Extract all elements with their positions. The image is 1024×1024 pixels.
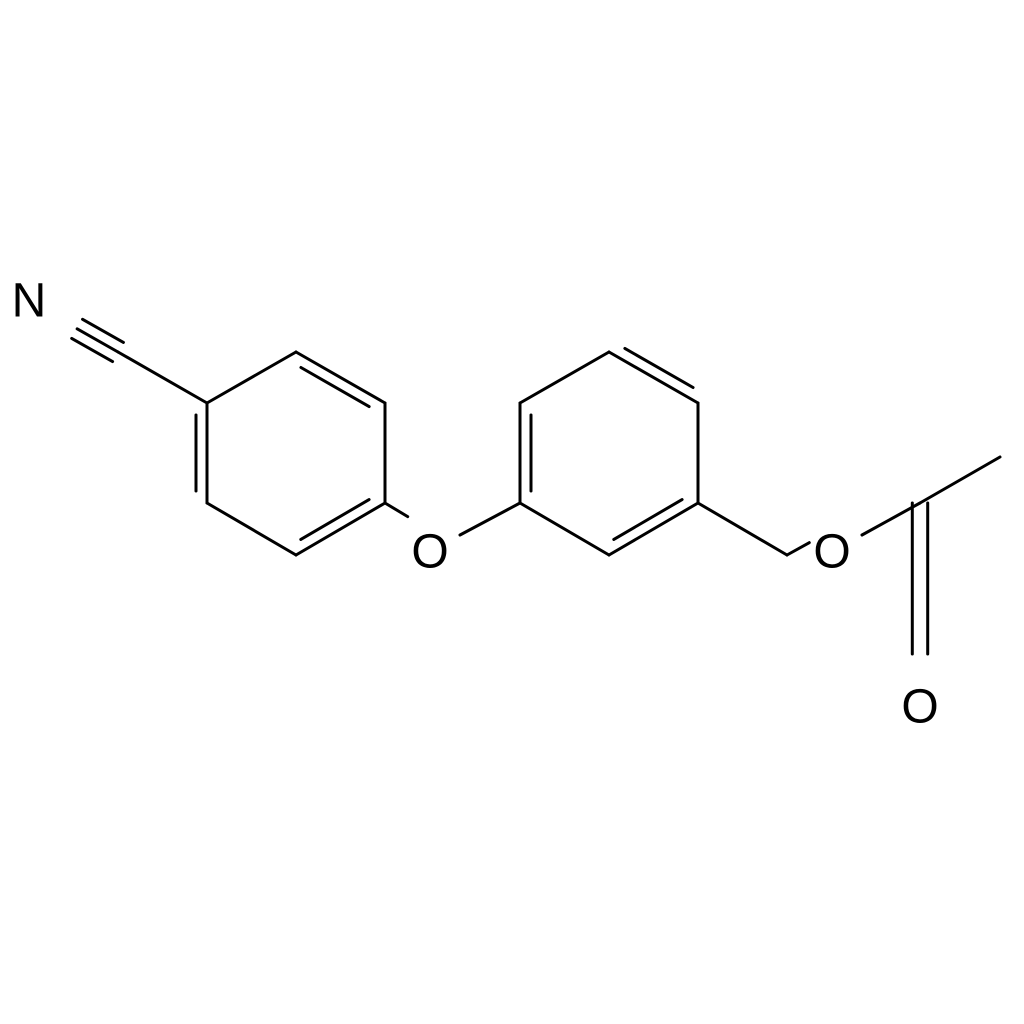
molecule-diagram: N O O O xyxy=(0,0,1024,1024)
atom-label-N: N xyxy=(12,275,47,328)
atom-label-O3: O xyxy=(901,681,938,734)
atom-label-O2: O xyxy=(813,526,850,579)
atom-label-O1: O xyxy=(411,526,448,579)
